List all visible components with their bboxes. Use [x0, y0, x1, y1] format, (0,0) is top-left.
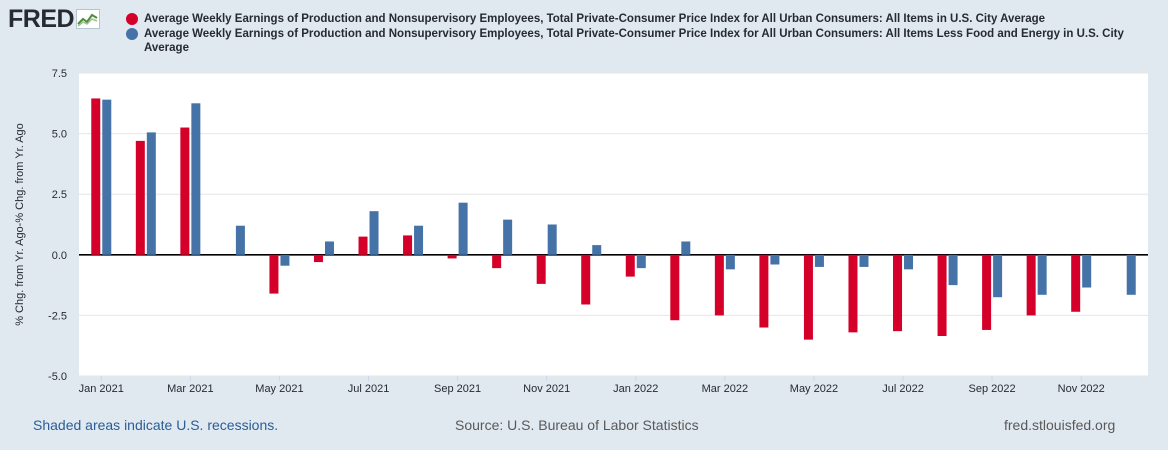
x-tick-label: Jan 2021 [79, 383, 124, 395]
bar-all-items-jan-2022[interactable] [625, 254, 635, 277]
x-tick-label: Sep 2022 [969, 383, 1016, 395]
bar-chart[interactable]: 7.5 5.0 2.5 0.0 -2.5 -5.0 % Chg. from Yr. Ago-… [0, 60, 1168, 405]
bar-core-dec-2021[interactable] [592, 245, 602, 255]
bar-all-items-oct-2021[interactable] [492, 254, 502, 269]
bar-all-items-jun-2021[interactable] [313, 254, 323, 263]
bar-core-nov-2022[interactable] [1082, 254, 1092, 288]
bar-core-sep-2021[interactable] [458, 202, 468, 255]
bar-all-items-feb-2022[interactable] [670, 254, 680, 321]
bar-core-jul-2022[interactable] [904, 254, 914, 270]
bar-all-items-mar-2022[interactable] [714, 254, 724, 316]
x-tick-label: May 2022 [790, 383, 838, 395]
bar-all-items-dec-2021[interactable] [581, 254, 591, 305]
bar-all-items-apr-2022[interactable] [759, 254, 769, 328]
legend-item-all-items[interactable]: Average Weekly Earnings of Production an… [126, 12, 1126, 26]
x-tick-label: Mar 2021 [167, 383, 213, 395]
bar-all-items-aug-2022[interactable] [937, 254, 947, 337]
bar-core-jan-2021[interactable] [102, 99, 112, 255]
bar-core-may-2021[interactable] [280, 254, 290, 266]
bar-all-items-sep-2022[interactable] [982, 254, 992, 330]
x-tick-label: May 2021 [255, 383, 303, 395]
bar-all-items-oct-2022[interactable] [1026, 254, 1036, 316]
x-tick-label: Jan 2022 [613, 383, 658, 395]
y-tick-label: 0.0 [52, 250, 67, 262]
bar-core-jun-2021[interactable] [324, 241, 334, 255]
x-tick-label: Sep 2021 [434, 383, 481, 395]
bar-core-feb-2021[interactable] [146, 132, 156, 255]
bar-core-mar-2021[interactable] [191, 103, 201, 255]
bar-core-feb-2022[interactable] [681, 241, 691, 255]
bar-core-sep-2022[interactable] [993, 254, 1003, 298]
bar-all-items-jun-2022[interactable] [848, 254, 858, 333]
bar-core-may-2022[interactable] [814, 254, 824, 267]
x-tick-label: Jul 2021 [348, 383, 390, 395]
bar-all-items-jan-2021[interactable] [91, 98, 101, 255]
bar-core-nov-2021[interactable] [547, 224, 557, 255]
bar-all-items-aug-2021[interactable] [403, 235, 413, 255]
x-tick-label: Nov 2022 [1058, 383, 1105, 395]
plot-area [79, 73, 1148, 376]
bar-all-items-mar-2021[interactable] [180, 127, 190, 255]
bar-all-items-jul-2022[interactable] [893, 254, 903, 332]
bar-core-dec-2022[interactable] [1126, 254, 1136, 295]
bar-core-jun-2022[interactable] [859, 254, 869, 267]
x-tick-label: Nov 2021 [523, 383, 570, 395]
bar-core-jul-2021[interactable] [369, 211, 379, 255]
bar-all-items-nov-2022[interactable] [1071, 254, 1081, 312]
bar-core-mar-2022[interactable] [725, 254, 735, 270]
bar-core-oct-2021[interactable] [503, 219, 513, 255]
bar-all-items-feb-2021[interactable] [135, 140, 145, 255]
fred-logo[interactable]: FRED [8, 5, 101, 33]
y-tick-label: -5.0 [48, 371, 67, 383]
bar-core-jan-2022[interactable] [636, 254, 646, 269]
y-tick-label: 5.0 [52, 129, 67, 141]
fred-logo-text: FRED [8, 5, 75, 33]
bar-core-oct-2022[interactable] [1037, 254, 1047, 295]
bar-all-items-sep-2021[interactable] [447, 254, 457, 259]
x-tick-label: Jul 2022 [882, 383, 924, 395]
bar-core-aug-2022[interactable] [948, 254, 958, 286]
legend-item-core[interactable]: Average Weekly Earnings of Production an… [126, 27, 1126, 55]
bar-core-aug-2021[interactable] [414, 225, 424, 255]
chart-legend: Average Weekly Earnings of Production an… [126, 12, 1126, 56]
bar-all-items-nov-2021[interactable] [536, 254, 546, 284]
x-tick-label: Mar 2022 [702, 383, 748, 395]
chart-container: 7.5 5.0 2.5 0.0 -2.5 -5.0 % Chg. from Yr. Ago-… [0, 60, 1168, 410]
y-tick-label: 2.5 [52, 189, 67, 201]
bar-all-items-may-2022[interactable] [803, 254, 813, 340]
legend-marker-red [126, 13, 138, 25]
bar-core-apr-2022[interactable] [770, 254, 780, 265]
legend-label: Average Weekly Earnings of Production an… [144, 28, 1124, 54]
source-note: Source: U.S. Bureau of Labor Statistics [455, 417, 699, 433]
bar-all-items-jul-2021[interactable] [358, 236, 368, 255]
y-tick-label: -2.5 [48, 310, 67, 322]
site-link[interactable]: fred.stlouisfed.org [1004, 417, 1116, 433]
legend-marker-blue [126, 28, 138, 40]
line-chart-icon [76, 9, 101, 29]
bar-all-items-may-2021[interactable] [269, 254, 279, 294]
bar-core-apr-2021[interactable] [235, 225, 245, 255]
legend-label: Average Weekly Earnings of Production an… [144, 13, 1046, 25]
y-axis-label: % Chg. from Yr. Ago-% Chg. from Yr. Ago [14, 123, 26, 326]
y-tick-label: 7.5 [52, 68, 67, 80]
recessions-note[interactable]: Shaded areas indicate U.S. recessions. [33, 417, 279, 433]
